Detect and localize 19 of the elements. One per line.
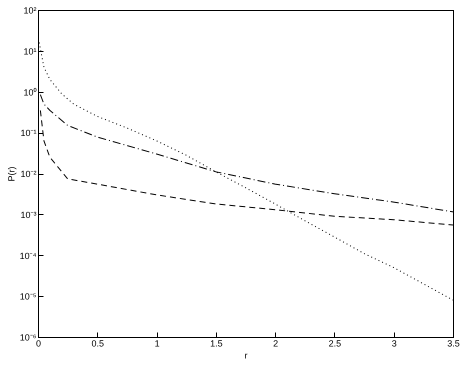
x-tick-label: 1.5: [210, 338, 223, 348]
y-tick-label: 10⁻⁵: [20, 292, 37, 302]
x-axis-title: r: [244, 350, 248, 360]
y-tick-label: 10⁻²: [20, 169, 36, 179]
x-tick-label: 3: [392, 338, 397, 348]
x-tick-label: 2: [273, 338, 278, 348]
y-tick-label: 10⁻¹: [20, 128, 36, 138]
y-axis-title: P(r): [6, 166, 17, 182]
y-tick-label: 10⁰: [23, 87, 36, 98]
y-tick-label: 10²: [23, 6, 36, 16]
y-tick-label: 10⁻³: [20, 210, 36, 220]
y-tick-label: 10⁻⁶: [20, 332, 37, 342]
y-tick-label: 10¹: [23, 46, 36, 56]
x-tick-label: 0: [36, 338, 42, 348]
y-tick-label: 10⁻⁴: [20, 250, 37, 261]
x-tick-label: 3.5: [447, 338, 460, 348]
x-tick-label: 2.5: [328, 338, 342, 348]
x-tick-label: 0.5: [92, 338, 104, 348]
x-tick-label: 1: [154, 338, 160, 348]
